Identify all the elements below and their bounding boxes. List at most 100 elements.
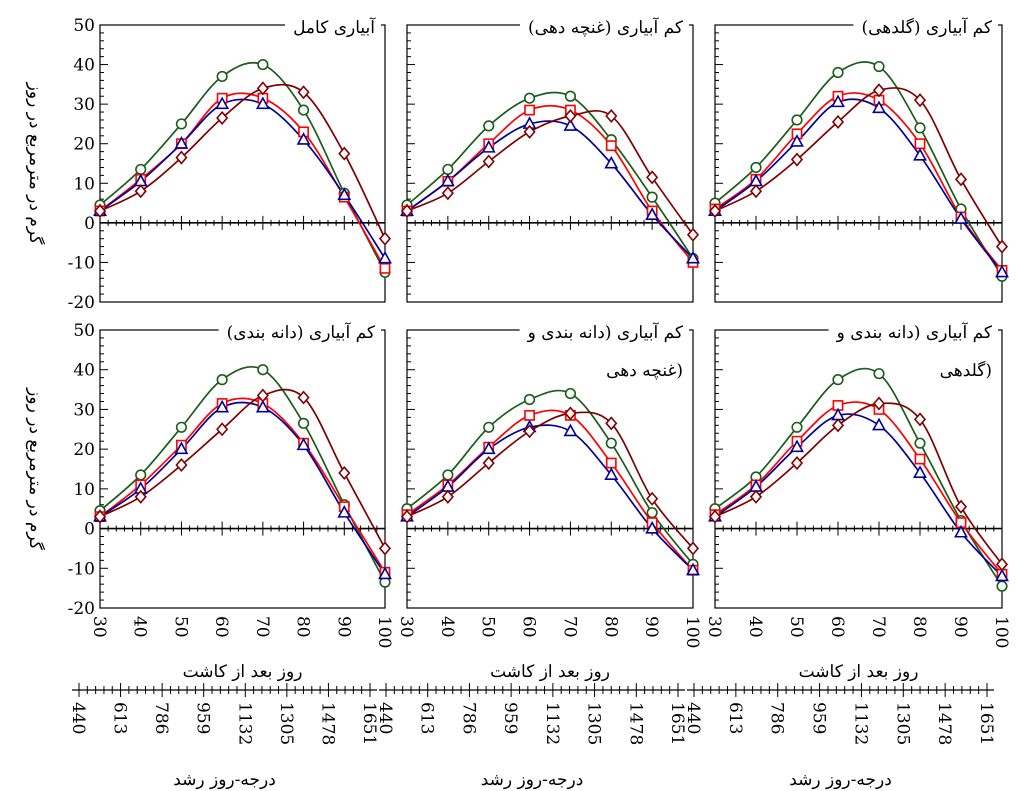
- x-tick-label: 30: [89, 616, 109, 638]
- data-point-diamond: [872, 83, 886, 98]
- data-point-diamond: [564, 108, 577, 124]
- gdd-tick-label: 1651: [976, 702, 996, 745]
- gdd-tick-label: 1478: [934, 702, 954, 745]
- gdd-tick-label: 1132: [234, 702, 254, 745]
- x-axis-title: روز بعد از کاشت: [183, 662, 303, 682]
- x-tick-label: 70: [868, 616, 888, 638]
- data-point-triangle: [995, 264, 1009, 278]
- data-point-circle: [750, 161, 762, 174]
- data-point-diamond: [175, 150, 188, 165]
- x-tick-label: 30: [396, 616, 416, 638]
- x-tick-label: 90: [641, 616, 661, 638]
- data-point-circle: [442, 469, 454, 481]
- data-point-circle: [483, 120, 495, 132]
- data-point-circle: [914, 122, 926, 134]
- data-point-triangle: [255, 96, 270, 110]
- data-point-triangle: [255, 399, 270, 413]
- data-point-triangle: [440, 173, 455, 187]
- data-point-diamond: [256, 388, 269, 403]
- data-point-circle: [216, 374, 228, 386]
- data-point-diamond: [995, 239, 1009, 254]
- data-point-diamond: [338, 146, 351, 161]
- gdd-axis-title: درجه-روز رشد: [173, 770, 276, 790]
- y-axis-labels-layer: گرم در مترمربع در روز گرم در مترمربع در ر…: [25, 82, 46, 551]
- panel-title-line-1: کم آبیاری (دانه بندی و: [836, 321, 993, 343]
- panel-title: کم آبیاری (غنچه دهی): [528, 16, 684, 38]
- data-point-diamond: [749, 489, 763, 504]
- data-point-diamond: [995, 557, 1009, 572]
- x-axis-title: روز بعد از کاشت: [490, 662, 610, 682]
- data-point-triangle: [872, 417, 886, 431]
- gdd-tick-label: 440: [683, 702, 703, 734]
- data-point-diamond: [605, 108, 618, 124]
- data-point-diamond: [646, 491, 659, 506]
- data-point-triangle: [378, 250, 392, 264]
- y-tick-label: 0: [84, 520, 95, 540]
- gdd-tick-label: 786: [458, 702, 478, 734]
- data-point-diamond: [216, 422, 229, 437]
- data-point-diamond: [686, 541, 700, 556]
- gdd-axis-1: 440 613 786 959 1132 1305 1478 1651 درجه-روز رشد: [68, 683, 379, 790]
- data-point-triangle: [913, 147, 927, 161]
- x-tick-label: 40: [745, 616, 765, 638]
- data-point-diamond: [954, 172, 968, 187]
- data-point-circle: [175, 118, 188, 130]
- data-point-circle: [996, 580, 1008, 592]
- data-point-diamond: [523, 124, 536, 139]
- data-point-circle: [523, 92, 536, 104]
- data-point-circle: [791, 114, 803, 126]
- data-point-diamond: [831, 114, 845, 129]
- panel-1: 50 40 30 20 10 0 -10 -20 آبیاری کامل: [68, 16, 392, 313]
- data-point-triangle: [296, 437, 311, 451]
- data-point-circle: [257, 364, 269, 376]
- y-tick-label: 40: [73, 56, 95, 76]
- gdd-tick-label: 613: [110, 702, 130, 734]
- data-point-circle: [791, 421, 803, 433]
- data-point-diamond: [872, 396, 886, 411]
- data-point-diamond: [564, 406, 577, 421]
- x-tick-label: 60: [211, 616, 231, 638]
- data-point-circle: [257, 58, 269, 71]
- gdd-tick-label: 1132: [850, 702, 870, 745]
- data-point-diamond: [831, 418, 845, 433]
- data-point-triangle: [686, 250, 700, 264]
- plot-frame: [99, 24, 386, 303]
- data-point-diamond: [256, 81, 269, 96]
- gdd-tick-label: 786: [151, 702, 171, 734]
- panel-5: کم آبیاری (دانه بندی و غنچه دهی) 30 40 50 60 7…: [396, 321, 702, 682]
- data-point-diamond: [216, 110, 229, 126]
- x-tick-label: 80: [909, 616, 929, 638]
- series-line-circle: [714, 367, 1003, 587]
- panel-title: کم آبیاری (گلدهی): [861, 16, 992, 38]
- data-point-diamond: [708, 509, 722, 524]
- data-point-square: [914, 453, 926, 465]
- x-tick-label: 40: [130, 616, 150, 638]
- y-tick-label: -20: [68, 293, 95, 313]
- panel-6: کم آبیاری (دانه بندی و گلدهی) 30 40 50 60 70 80…: [704, 321, 1011, 682]
- gdd-tick-label: 959: [193, 702, 213, 734]
- series-line-diamond: [99, 83, 386, 240]
- data-point-diamond: [482, 456, 495, 471]
- y-tick-label: 50: [73, 16, 95, 36]
- data-point-diamond: [338, 465, 351, 480]
- data-point-triangle: [913, 465, 927, 478]
- data-point-diamond: [913, 412, 927, 427]
- data-point-circle: [832, 374, 844, 386]
- y-tick-label: -10: [68, 253, 95, 273]
- y-tick-label: 10: [73, 480, 95, 500]
- data-point-triangle: [790, 439, 804, 453]
- data-point-triangle: [831, 94, 845, 108]
- data-point-triangle: [954, 524, 968, 538]
- data-point-circle: [646, 507, 658, 519]
- data-point-circle: [216, 70, 228, 83]
- data-point-triangle: [790, 134, 804, 147]
- data-point-triangle: [604, 155, 619, 169]
- gdd-tick-label: 613: [417, 702, 437, 734]
- panel-title-bg: [285, 23, 381, 45]
- y-axis-title: گرم در مترمربع در روز: [25, 387, 46, 551]
- gdd-axis-3: 440 613 786 959 1132 1305 1478 1651 درجه-روز رشد: [683, 683, 996, 790]
- y-tick-label: 20: [73, 440, 95, 460]
- gdd-tick-label: 959: [809, 702, 829, 734]
